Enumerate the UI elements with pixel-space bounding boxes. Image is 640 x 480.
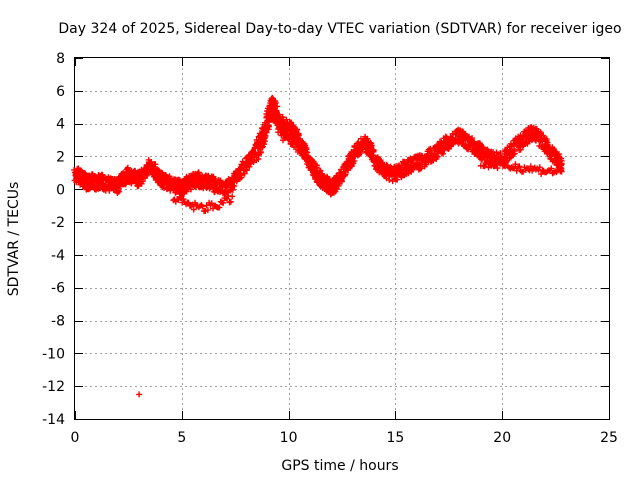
data-point bbox=[144, 171, 151, 178]
y-tick-label: 0 bbox=[56, 182, 65, 198]
y-tick-label: -14 bbox=[42, 412, 65, 428]
data-point bbox=[479, 156, 486, 163]
data-point bbox=[290, 123, 297, 129]
y-tick-label: -4 bbox=[51, 248, 65, 264]
data-point bbox=[558, 157, 565, 164]
x-tick-label: 5 bbox=[177, 430, 186, 446]
data-point bbox=[538, 171, 545, 177]
y-axis-label: SDTVAR / TECUs bbox=[6, 182, 22, 297]
data-point bbox=[434, 154, 441, 160]
data-point bbox=[349, 158, 356, 165]
x-tick-label: 10 bbox=[280, 430, 298, 446]
x-tick-label: 25 bbox=[600, 430, 618, 446]
y-tick-label: -10 bbox=[42, 346, 65, 362]
data-point bbox=[318, 170, 324, 177]
data-point bbox=[558, 168, 565, 175]
x-tick-label: 20 bbox=[493, 430, 511, 446]
data-layer bbox=[71, 94, 565, 398]
data-point bbox=[276, 111, 283, 118]
data-point-outlier bbox=[136, 391, 143, 398]
data-point bbox=[294, 126, 300, 133]
data-point bbox=[152, 161, 159, 168]
data-point bbox=[536, 164, 543, 171]
data-point bbox=[272, 100, 279, 106]
chart-title: Day 324 of 2025, Sidereal Day-to-day VTE… bbox=[58, 21, 621, 37]
data-point bbox=[216, 204, 223, 211]
data-point bbox=[370, 148, 377, 155]
data-point bbox=[257, 149, 264, 155]
data-point bbox=[190, 206, 197, 213]
x-tick-label: 15 bbox=[386, 430, 404, 446]
plot-border bbox=[74, 57, 610, 420]
data-point bbox=[494, 165, 501, 172]
tick-layer: 0 5 10 15 20 25 -14 -12 -10 -8 -6 -4 -2 0 2 4 6 8 bbox=[42, 51, 618, 446]
y-tick-label: 2 bbox=[56, 149, 65, 165]
data-point bbox=[511, 148, 518, 154]
data-point bbox=[503, 158, 510, 165]
data-point bbox=[246, 163, 253, 170]
y-tick-label: -8 bbox=[51, 314, 65, 330]
x-axis-label: GPS time / hours bbox=[281, 458, 398, 474]
y-tick-label: 6 bbox=[56, 84, 65, 100]
data-point bbox=[394, 176, 401, 183]
data-point bbox=[241, 170, 248, 177]
data-point bbox=[544, 139, 551, 146]
data-point bbox=[231, 183, 238, 189]
data-point bbox=[259, 144, 265, 151]
data-point bbox=[204, 207, 211, 214]
y-tick-label: -2 bbox=[51, 215, 65, 231]
y-tick-label: 8 bbox=[56, 51, 65, 67]
data-point bbox=[279, 114, 286, 121]
data-point bbox=[224, 195, 231, 202]
data-point bbox=[313, 162, 320, 169]
data-point bbox=[229, 193, 236, 200]
data-point bbox=[220, 199, 227, 206]
y-tick-label: 4 bbox=[56, 117, 65, 133]
x-tick-label: 0 bbox=[71, 430, 80, 446]
data-point bbox=[357, 150, 364, 156]
data-point bbox=[376, 169, 383, 176]
data-point bbox=[283, 116, 290, 123]
data-point bbox=[148, 159, 155, 166]
data-point bbox=[199, 203, 206, 210]
data-point bbox=[516, 163, 523, 170]
data-point bbox=[274, 103, 281, 110]
data-point bbox=[469, 135, 476, 142]
data-point bbox=[466, 133, 472, 140]
y-tick-label: -12 bbox=[42, 379, 65, 395]
data-point bbox=[295, 130, 302, 137]
y-tick-label: -6 bbox=[51, 281, 65, 297]
data-point bbox=[548, 165, 555, 172]
data-point bbox=[227, 198, 234, 205]
grid-layer bbox=[75, 58, 609, 419]
data-point bbox=[517, 146, 524, 153]
data-point bbox=[538, 136, 544, 143]
